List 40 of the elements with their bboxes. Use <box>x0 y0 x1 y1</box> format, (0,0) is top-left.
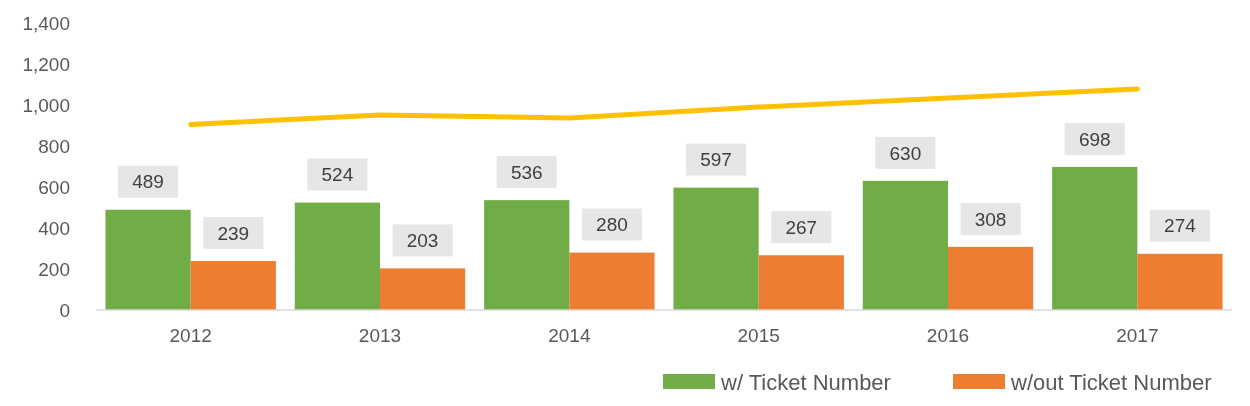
bar <box>190 261 276 310</box>
bar <box>294 202 380 310</box>
data-label: 698 <box>1078 128 1111 150</box>
bar <box>569 252 655 310</box>
bar <box>1137 253 1223 310</box>
data-label: 489 <box>132 171 164 193</box>
x-tick-label: 2015 <box>737 325 780 346</box>
bar <box>105 209 191 310</box>
x-tick-label: 2017 <box>1116 325 1159 346</box>
data-label: 274 <box>1164 215 1197 237</box>
y-tick-label: 800 <box>38 135 70 157</box>
x-tick-label: 2012 <box>169 325 212 346</box>
bar <box>673 187 759 310</box>
data-label: 524 <box>321 164 354 186</box>
bar <box>862 180 948 310</box>
y-tick-label: 1,000 <box>22 94 70 116</box>
y-tick-label: 1,400 <box>22 12 70 34</box>
legend-label: w/out Ticket Number <box>1010 369 1212 395</box>
y-tick-label: 400 <box>38 217 70 239</box>
data-label: 308 <box>974 208 1007 230</box>
bar <box>380 268 466 310</box>
data-label: 630 <box>889 142 922 164</box>
legend-label: w/ Ticket Number <box>720 369 891 395</box>
bar <box>948 246 1034 310</box>
y-tick-label: 600 <box>38 176 70 198</box>
data-label: 280 <box>596 214 628 236</box>
bar <box>758 255 844 310</box>
data-label: 203 <box>406 230 439 252</box>
bar <box>1052 166 1138 310</box>
x-tick-label: 2013 <box>358 325 402 346</box>
y-tick-label: 1,200 <box>22 53 70 75</box>
y-tick-label: 200 <box>38 258 70 280</box>
bar <box>484 200 570 310</box>
data-label: 597 <box>700 149 732 171</box>
data-label: 536 <box>510 161 543 183</box>
data-label: 267 <box>785 216 818 238</box>
x-tick-label: 2016 <box>926 325 970 346</box>
x-tick-label: 2014 <box>548 325 591 346</box>
y-tick-label: 0 <box>59 299 70 321</box>
data-label: 239 <box>217 222 250 244</box>
